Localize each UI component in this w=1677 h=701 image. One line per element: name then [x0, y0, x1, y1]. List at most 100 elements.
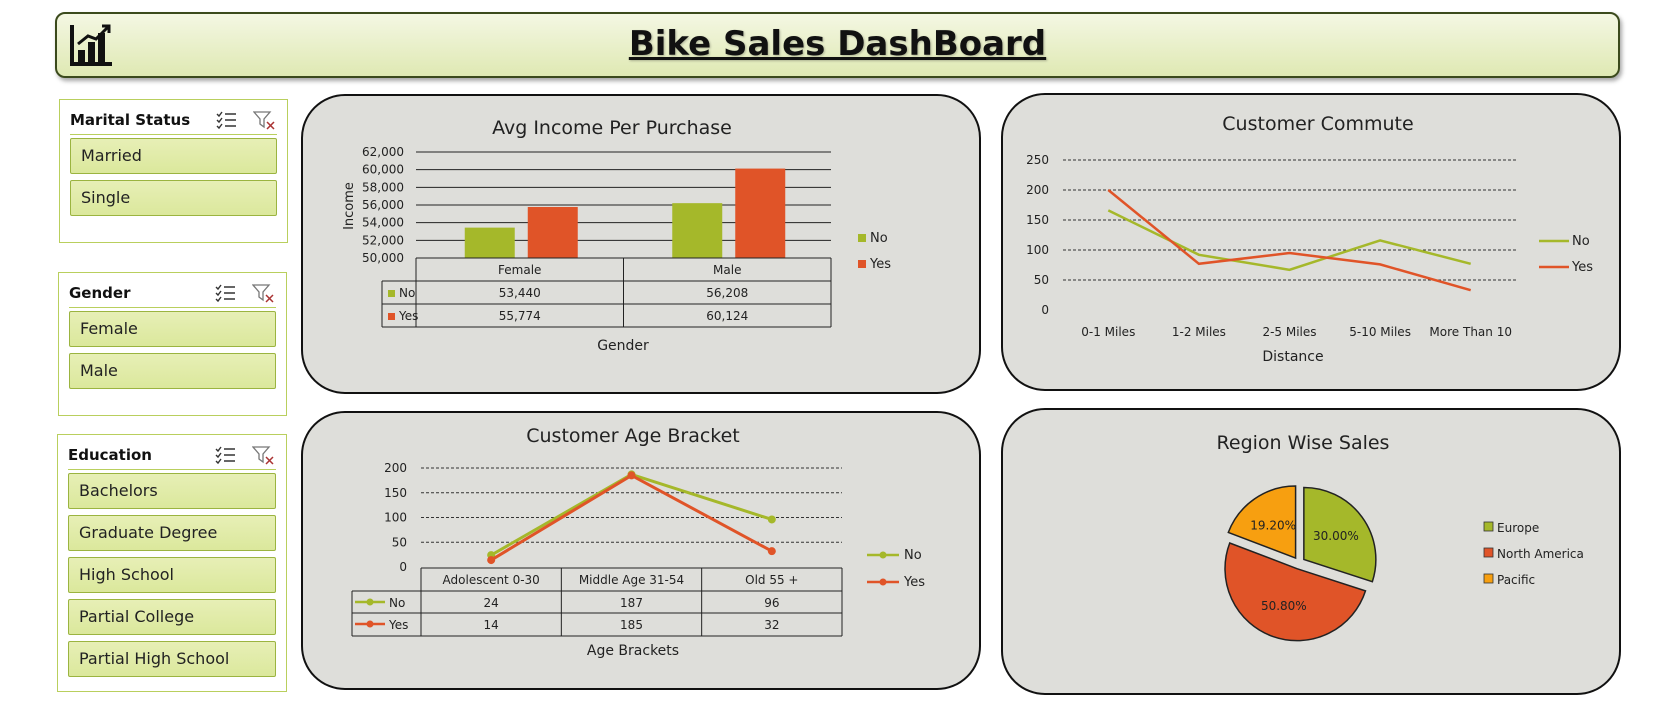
pie-data-label: 19.20%: [1250, 518, 1296, 532]
table-cell: 96: [764, 596, 779, 610]
legend-label: Yes: [869, 257, 891, 272]
legend-key: [858, 260, 866, 268]
legend-label: No: [870, 231, 888, 246]
table-cell: 32: [764, 618, 779, 632]
legend-label: Yes: [903, 575, 925, 590]
legend-marker: [879, 551, 887, 559]
table-header-label: Male: [713, 263, 741, 277]
slicer-item-bachelors[interactable]: Bachelors: [68, 473, 276, 509]
table-cell: 60,124: [706, 309, 748, 323]
customer-age-panel: Customer Age Bracket 0 50 100 150 200 Adolesce…: [301, 411, 981, 690]
pie-data-label: 50.80%: [1261, 599, 1307, 613]
clear-filter-icon[interactable]: [252, 283, 274, 303]
table-cell: 187: [620, 596, 643, 610]
table-header-label: Old 55 +: [745, 573, 798, 587]
x-tick-label: 0-1 Miles: [1081, 325, 1135, 339]
table-header-label: Adolescent 0-30: [443, 573, 540, 587]
y-tick-label: 0: [399, 560, 407, 574]
x-tick-label: 2-5 Miles: [1262, 325, 1316, 339]
y-tick-label: 150: [1026, 213, 1049, 227]
slicer-item-graduate-degree[interactable]: Graduate Degree: [68, 515, 276, 551]
chart-title: Region Wise Sales: [1217, 432, 1390, 454]
x-axis-label: Distance: [1262, 349, 1323, 365]
slicer-item-single[interactable]: Single: [70, 180, 277, 216]
region-sales-chart: Region Wise Sales 30.00% 50.80% 19.20% Europ…: [1217, 432, 1584, 642]
legend-key: [1483, 573, 1494, 584]
y-tick-label: 50: [1034, 273, 1049, 287]
marital-status-slicer: Marital Status Married Single: [59, 99, 288, 243]
slicer-item-high-school[interactable]: High School: [68, 557, 276, 593]
slicer-title: Education: [68, 446, 152, 464]
table-row-label: Yes: [388, 618, 408, 632]
y-tick-label: 200: [1026, 183, 1049, 197]
slicer-header: Gender: [69, 281, 276, 308]
page-title: Bike Sales DashBoard: [628, 24, 1047, 64]
dashboard-header: Bike Sales DashBoard: [55, 12, 1620, 78]
legend-label: Europe: [1497, 521, 1539, 535]
legend-key: [1483, 547, 1494, 558]
slicer-item-partial-college[interactable]: Partial College: [68, 599, 276, 635]
y-tick-label: 54,000: [362, 216, 404, 230]
slicer-item-male[interactable]: Male: [69, 353, 276, 389]
x-axis-label: Age Brackets: [587, 643, 679, 659]
table-row-label: No: [399, 286, 415, 300]
chart-title: Customer Age Bracket: [526, 425, 740, 447]
table-cell: 55,774: [499, 309, 541, 323]
x-axis-label: Gender: [597, 338, 649, 354]
multi-select-icon[interactable]: [214, 445, 236, 465]
table-cell: 14: [484, 618, 499, 632]
slicer-title: Gender: [69, 284, 131, 302]
clear-filter-icon[interactable]: [252, 445, 274, 465]
table-cell: 56,208: [706, 286, 748, 300]
slicer-item-female[interactable]: Female: [69, 311, 276, 347]
y-tick-label: 0: [1041, 303, 1049, 317]
table-header-label: Middle Age 31-54: [579, 573, 684, 587]
y-tick-label: 200: [384, 461, 407, 475]
pie-slice: [1224, 542, 1367, 642]
slicer-item-partial-high-school[interactable]: Partial High School: [68, 641, 276, 677]
legend-label: No: [1572, 234, 1590, 249]
bar: [527, 206, 578, 258]
legend-label: Pacific: [1497, 573, 1535, 587]
chart-title: Avg Income Per Purchase: [492, 117, 732, 139]
table-header-label: Female: [498, 263, 541, 277]
slicer-header: Marital Status: [70, 108, 277, 135]
bar: [735, 168, 786, 258]
data-point: [767, 547, 776, 556]
slicer-item-married[interactable]: Married: [70, 138, 277, 174]
bar: [464, 227, 515, 258]
multi-select-icon[interactable]: [215, 110, 237, 130]
pie-slice: [1227, 485, 1297, 560]
y-tick-label: 150: [384, 486, 407, 500]
x-tick-label: 1-2 Miles: [1172, 325, 1226, 339]
y-tick-label: 100: [384, 511, 407, 525]
clear-filter-icon[interactable]: [253, 110, 275, 130]
customer-commute-chart: Customer Commute 0 50 100 150 200 250 0-1 Miles…: [1026, 113, 1593, 365]
y-tick-label: 50,000: [362, 251, 404, 265]
table-legend-key: [388, 290, 395, 297]
avg-income-chart: Avg Income Per Purchase 50,000 52,000 54,00…: [342, 117, 891, 354]
x-tick-label: More Than 10: [1429, 325, 1512, 339]
legend-key: [1483, 521, 1494, 532]
data-point: [627, 471, 636, 480]
region-sales-panel: Region Wise Sales 30.00% 50.80% 19.20% Europ…: [1001, 408, 1621, 695]
education-slicer: Education Bachelors Graduate Degree High…: [57, 434, 287, 692]
y-tick-label: 52,000: [362, 233, 404, 247]
legend-label: North America: [1497, 547, 1584, 561]
customer-age-chart: Customer Age Bracket 0 50 100 150 200 Adolesce…: [351, 425, 925, 659]
table-row-label: No: [389, 596, 405, 610]
y-axis-label: Income: [342, 182, 357, 230]
table-cell: 185: [620, 618, 643, 632]
y-tick-label: 60,000: [362, 163, 404, 177]
pie-slice: [1303, 486, 1377, 583]
slicer-header: Education: [68, 443, 276, 470]
legend-label: No: [904, 548, 922, 563]
multi-select-icon[interactable]: [214, 283, 236, 303]
legend-label: Yes: [1571, 260, 1593, 275]
legend-key: [858, 234, 866, 242]
pie-data-label: 30.00%: [1313, 529, 1359, 543]
table-legend-marker: [366, 620, 374, 628]
series-line: [490, 472, 773, 557]
y-tick-label: 250: [1026, 153, 1049, 167]
customer-commute-panel: Customer Commute 0 50 100 150 200 250 0-1 Miles…: [1001, 93, 1621, 391]
